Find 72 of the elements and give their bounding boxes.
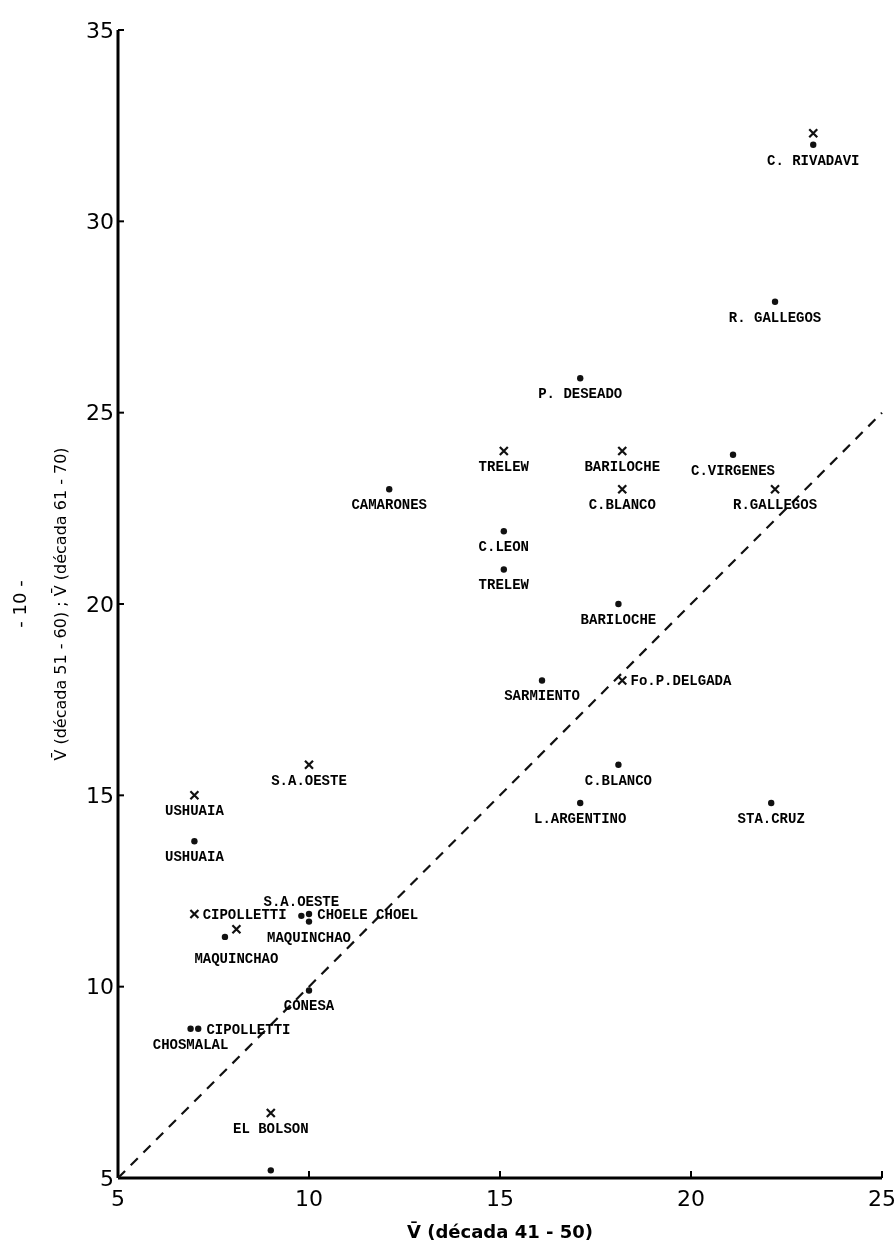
annotation: C.VIRGENES bbox=[691, 462, 776, 479]
annotation: TRELEW bbox=[478, 458, 530, 475]
annotation: CAMARONES bbox=[351, 497, 428, 514]
annotation: Fo.P.DELGADA bbox=[630, 673, 732, 690]
point bbox=[187, 1025, 194, 1032]
y-tick-label: 10 bbox=[86, 974, 114, 1000]
x-tick-label: 15 bbox=[486, 1186, 514, 1211]
annotation: TRELEW bbox=[478, 577, 530, 594]
annotation: CIPOLLETTI bbox=[206, 1021, 291, 1038]
annotation: BARILOCHE bbox=[580, 611, 657, 628]
annotation: USHUAIA bbox=[164, 803, 225, 820]
y-tick-label: 35 bbox=[86, 17, 114, 43]
annotation: L.ARGENTINO bbox=[534, 810, 627, 827]
annotation: USHUAIA bbox=[164, 849, 225, 866]
point bbox=[305, 910, 313, 918]
y-tick-label: 30 bbox=[86, 209, 114, 235]
point bbox=[577, 375, 584, 382]
annotation: C. RIVADAVI bbox=[767, 152, 860, 169]
x-axis-title: V̄ (década 41 - 50) bbox=[407, 1220, 593, 1242]
point bbox=[538, 677, 546, 684]
point bbox=[221, 933, 229, 941]
point bbox=[191, 838, 198, 845]
point bbox=[305, 918, 313, 925]
annotation: C.LEON bbox=[478, 539, 530, 556]
point bbox=[808, 128, 819, 139]
annotation: STA.CRUZ bbox=[737, 810, 805, 827]
annotation: BARILOCHE bbox=[584, 458, 661, 475]
annotation: SARMIENTO bbox=[504, 688, 580, 705]
point bbox=[617, 675, 628, 686]
annotation: CONESA bbox=[283, 998, 335, 1015]
point bbox=[500, 528, 508, 535]
y-tick-label: 15 bbox=[86, 783, 114, 809]
point bbox=[305, 987, 313, 994]
point bbox=[615, 600, 622, 608]
x-tick-label: 25 bbox=[868, 1186, 895, 1211]
annotation: P. DESEADO bbox=[538, 386, 623, 403]
point bbox=[265, 1107, 276, 1119]
annotation: CHOSMALAL bbox=[152, 1036, 229, 1053]
point bbox=[771, 298, 779, 305]
annotation: S.A.OESTE bbox=[271, 772, 347, 789]
point bbox=[577, 799, 584, 807]
point bbox=[500, 566, 508, 573]
annotation: MAQUINCHAO bbox=[266, 929, 352, 946]
annotation: R. GALLEGOS bbox=[728, 309, 822, 326]
annotation: R.GALLEGOS bbox=[733, 497, 818, 514]
point bbox=[189, 908, 200, 920]
annotation: EL BOLSON bbox=[232, 1120, 309, 1137]
point bbox=[617, 445, 628, 457]
text: - 10 - bbox=[9, 580, 30, 628]
point bbox=[303, 759, 315, 770]
point bbox=[768, 799, 775, 807]
point bbox=[729, 451, 737, 458]
point bbox=[498, 445, 509, 457]
point bbox=[267, 1167, 274, 1174]
point bbox=[617, 484, 628, 495]
x-tick-label: 20 bbox=[677, 1186, 705, 1211]
annotation: MAQUINCHAO bbox=[194, 951, 279, 968]
point bbox=[615, 761, 622, 768]
y-tick-label: 25 bbox=[86, 400, 114, 426]
y-axis-title: V̄ (década 51 - 60) ; V̄ (década 61 - 70) bbox=[51, 447, 70, 761]
point bbox=[195, 1025, 202, 1032]
point bbox=[810, 141, 817, 148]
x-tick-label: 10 bbox=[295, 1186, 323, 1211]
y-tick-label: 5 bbox=[100, 1165, 114, 1191]
point bbox=[386, 486, 393, 493]
point bbox=[298, 912, 305, 920]
point bbox=[769, 484, 781, 495]
point bbox=[189, 790, 200, 801]
point bbox=[231, 924, 242, 935]
y-tick-label: 20 bbox=[86, 591, 114, 617]
annotation: C.BLANCO bbox=[588, 497, 656, 514]
annotation: C.BLANCO bbox=[584, 772, 653, 789]
